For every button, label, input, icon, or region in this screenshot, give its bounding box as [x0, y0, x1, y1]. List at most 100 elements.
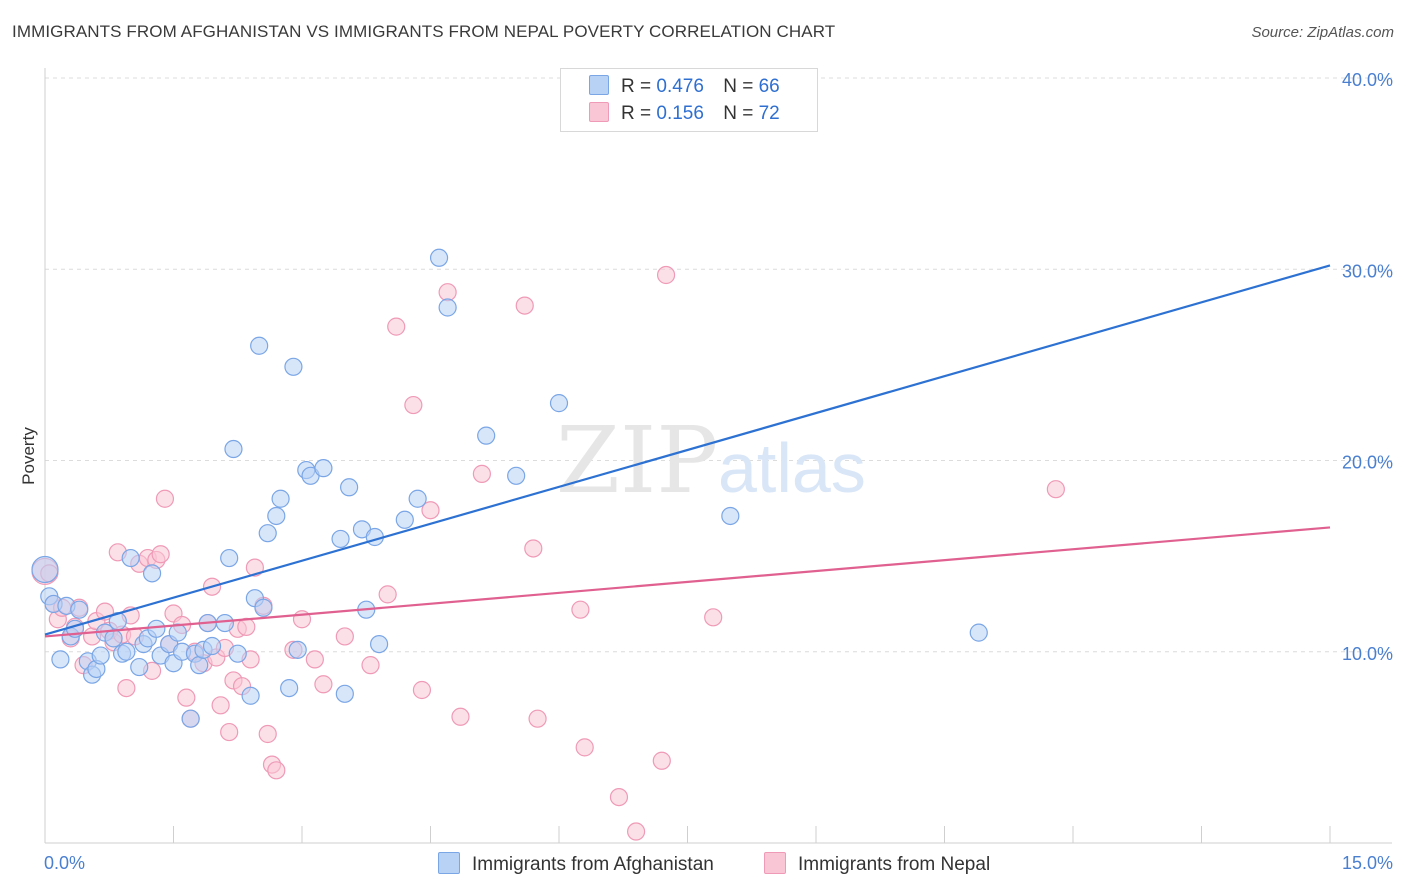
point-afghanistan [254, 598, 273, 617]
point-nepal [704, 608, 723, 627]
trend-line-afghanistan [44, 264, 1331, 636]
x-tick-label: 0.0% [44, 853, 85, 873]
point-afghanistan [51, 650, 70, 669]
point-nepal [211, 696, 230, 715]
point-afghanistan [340, 478, 359, 497]
point-afghanistan [335, 684, 354, 703]
point-afghanistan [190, 656, 209, 675]
point-afghanistan [969, 623, 988, 642]
axes [44, 68, 1392, 844]
point-afghanistan [224, 439, 243, 459]
point-afghanistan [147, 619, 166, 638]
point-nepal [378, 585, 397, 604]
point-nepal [387, 317, 406, 336]
point-afghanistan [104, 629, 123, 648]
series-afghanistan-points [31, 248, 988, 728]
point-nepal [438, 283, 457, 302]
point-afghanistan [314, 459, 333, 478]
legend-n-value: 72 [758, 103, 780, 124]
trend-lines [44, 264, 1331, 638]
point-nepal [335, 627, 354, 646]
point-afghanistan [121, 548, 140, 568]
point-nepal [451, 707, 470, 726]
legend-n-label: N = [723, 103, 754, 124]
point-nepal [626, 822, 646, 841]
point-nepal [258, 724, 277, 744]
point-afghanistan [228, 644, 247, 663]
point-afghanistan [142, 564, 162, 583]
point-afghanistan [507, 466, 526, 485]
point-afghanistan [241, 686, 260, 705]
bottom-legend-nepal: Immigrants from Nepal [764, 852, 990, 876]
point-nepal [361, 656, 380, 675]
bottom-legend-afghanistan: Immigrants from Afghanistan [438, 852, 714, 876]
point-afghanistan [215, 613, 234, 633]
point-afghanistan [250, 336, 269, 355]
legend-row-afghanistan: R = 0.476 N = 66 [589, 75, 780, 99]
point-nepal [524, 539, 543, 558]
legend-swatch-nepal [589, 102, 609, 122]
point-nepal [472, 464, 491, 483]
y-tick-label: 20.0% [1342, 453, 1393, 473]
legend-n-label: N = [723, 76, 754, 97]
point-nepal [151, 545, 170, 564]
point-afghanistan [258, 524, 277, 543]
point-afghanistan [70, 600, 89, 619]
point-afghanistan [370, 634, 389, 654]
source-credit: Source: ZipAtlas.com [1251, 24, 1394, 41]
y-axis-label: Poverty [19, 427, 38, 485]
point-nepal [571, 600, 590, 619]
watermark-atlas: atlas [718, 429, 866, 507]
point-afghanistan [395, 510, 414, 529]
point-nepal [421, 501, 440, 520]
tick-labels: 10.0% 20.0% 30.0% 40.0% 0.0% 15.0% [44, 70, 1393, 873]
point-afghanistan [117, 642, 136, 661]
point-afghanistan [267, 506, 286, 526]
bottom-legend-label-afghanistan: Immigrants from Afghanistan [472, 854, 714, 875]
trend-line-nepal [44, 526, 1331, 638]
point-nepal [245, 558, 264, 577]
x-tick-label: 15.0% [1342, 853, 1393, 873]
point-nepal [314, 675, 333, 694]
y-tick-label: 30.0% [1342, 261, 1393, 281]
legend-row-nepal: R = 0.156 N = 72 [589, 102, 780, 126]
watermark: ZIP atlas [556, 407, 866, 514]
point-nepal [404, 395, 423, 415]
point-afghanistan [271, 489, 290, 508]
point-afghanistan [220, 548, 239, 568]
legend-r-label: R = [621, 76, 652, 97]
point-afghanistan [429, 248, 449, 267]
bottom-legend-swatch-afghanistan [438, 852, 460, 874]
point-afghanistan [331, 529, 350, 549]
point-nepal [575, 738, 594, 757]
point-afghanistan [284, 357, 303, 376]
point-nepal [267, 761, 286, 780]
legend-r-value: 0.476 [656, 76, 704, 97]
point-afghanistan [31, 555, 59, 584]
legend-r-value: 0.156 [656, 103, 704, 124]
point-nepal [177, 688, 196, 707]
point-nepal [412, 680, 432, 700]
point-nepal [305, 650, 324, 669]
chart-title: IMMIGRANTS FROM AFGHANISTAN VS IMMIGRANT… [12, 22, 836, 41]
point-afghanistan [721, 506, 740, 526]
point-nepal [1046, 480, 1065, 499]
point-afghanistan [202, 636, 222, 656]
bottom-legend-label-nepal: Immigrants from Nepal [798, 854, 991, 875]
legend-n-value: 66 [758, 76, 780, 97]
point-afghanistan [181, 709, 200, 728]
point-afghanistan [91, 646, 110, 665]
point-afghanistan [130, 657, 149, 677]
point-nepal [528, 709, 547, 728]
point-nepal [515, 296, 534, 315]
point-nepal [652, 751, 671, 770]
point-nepal [117, 678, 136, 698]
y-tick-label: 40.0% [1342, 70, 1393, 90]
bottom-legend-swatch-nepal [764, 852, 786, 874]
legend-swatch-afghanistan [589, 75, 609, 95]
point-nepal [656, 265, 676, 285]
point-nepal [609, 787, 629, 807]
point-afghanistan [438, 298, 457, 317]
point-afghanistan [288, 640, 307, 659]
